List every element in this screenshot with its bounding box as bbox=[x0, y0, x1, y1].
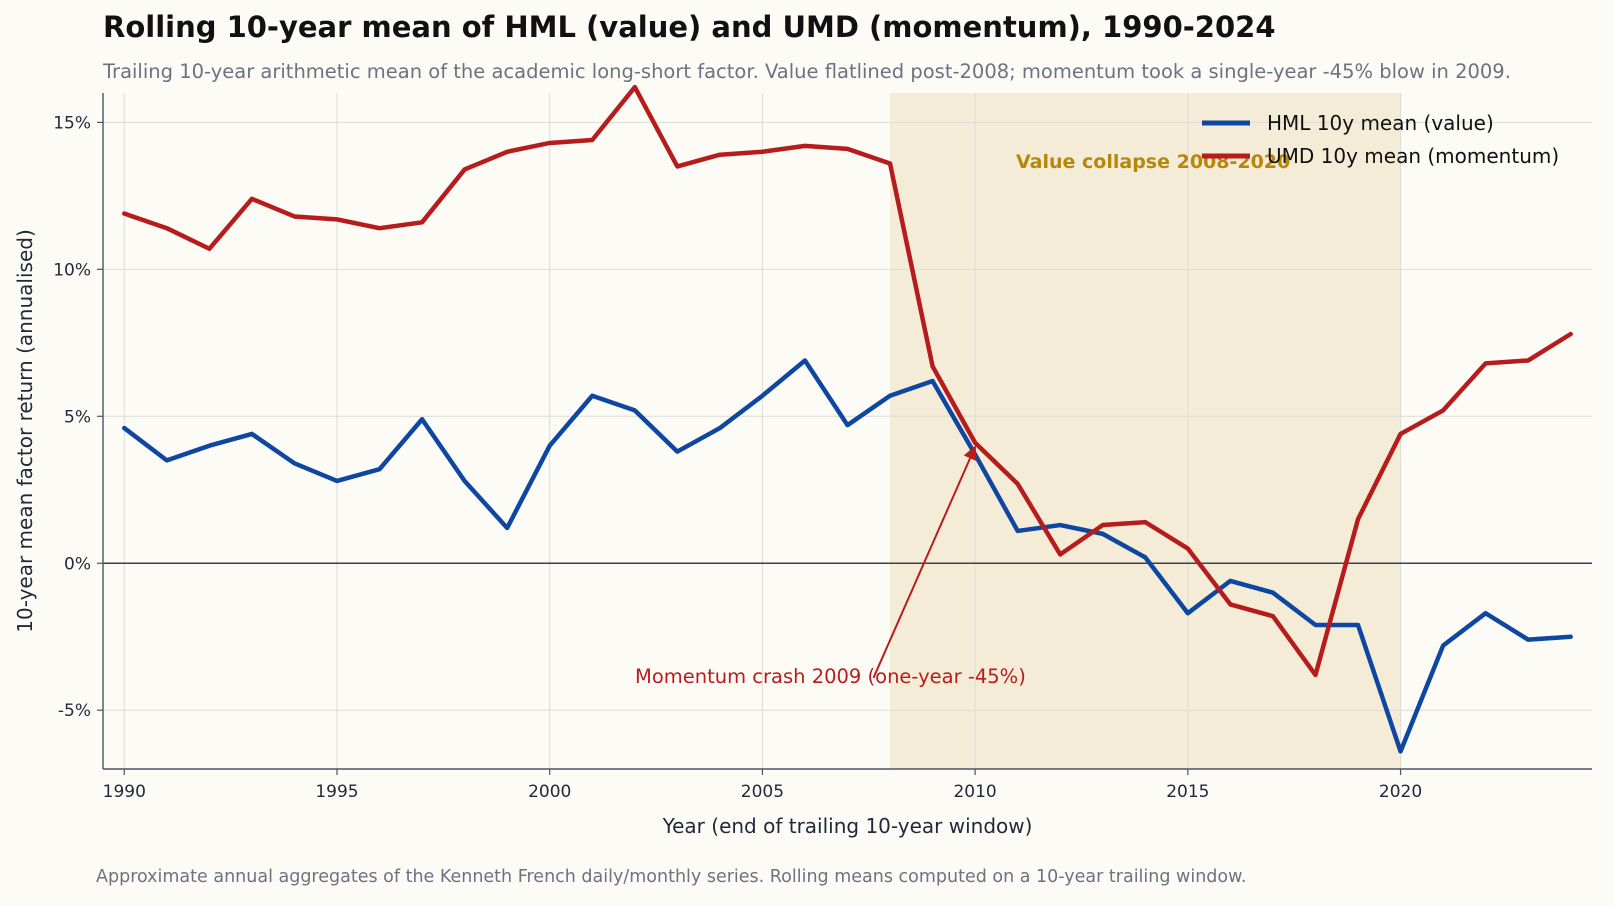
momentum-crash-arrow bbox=[872, 445, 977, 679]
chart-footnote: Approximate annual aggregates of the Ken… bbox=[96, 867, 1247, 887]
x-tick-label: 2010 bbox=[953, 782, 996, 802]
x-tick-label: 2020 bbox=[1379, 782, 1422, 802]
y-tick-label: 15% bbox=[53, 113, 91, 133]
legend-label-umd: UMD 10y mean (momentum) bbox=[1267, 144, 1559, 168]
legend-label-hml: HML 10y mean (value) bbox=[1267, 111, 1494, 135]
chart-title: Rolling 10-year mean of HML (value) and … bbox=[103, 10, 1276, 44]
x-tick-label: 2015 bbox=[1166, 782, 1209, 802]
umd-series-line bbox=[122, 84, 1573, 678]
momentum-crash-label: Momentum crash 2009 (one-year -45%) bbox=[635, 665, 1026, 688]
x-axis-label: Year (end of trailing 10-year window) bbox=[662, 814, 1033, 838]
y-tick-label: -5% bbox=[58, 701, 91, 721]
x-tick-label: 1995 bbox=[315, 782, 358, 802]
y-tick-label: 5% bbox=[64, 407, 91, 427]
x-tick-label: 1990 bbox=[103, 782, 146, 802]
y-tick-label: 0% bbox=[64, 554, 91, 574]
x-tick-label: 2000 bbox=[528, 782, 571, 802]
y-axis-label: 10-year mean factor return (annualised) bbox=[13, 229, 37, 633]
x-tick-label: 2005 bbox=[741, 782, 784, 802]
chart-subtitle: Trailing 10-year arithmetic mean of the … bbox=[103, 60, 1511, 83]
y-tick-label: 10% bbox=[53, 260, 91, 280]
